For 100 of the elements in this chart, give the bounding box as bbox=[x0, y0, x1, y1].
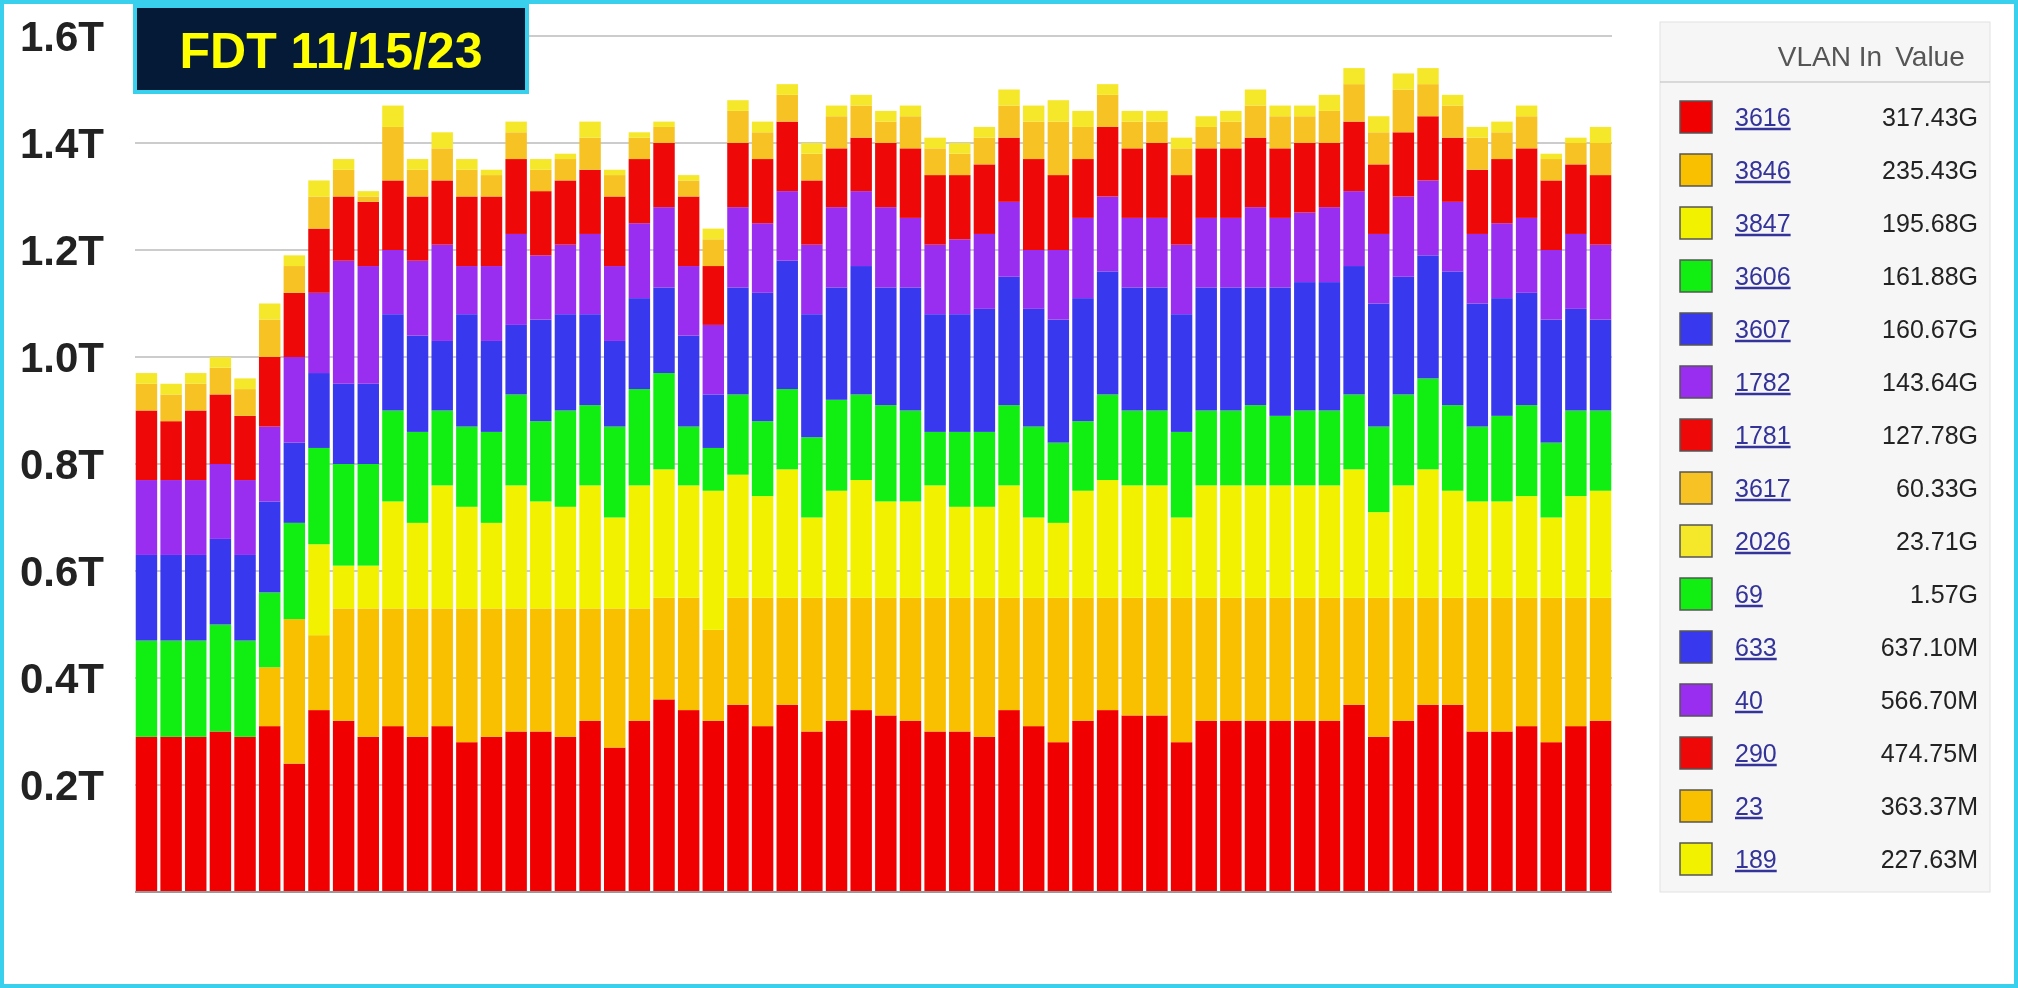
bar bbox=[998, 276, 1020, 406]
bar bbox=[1022, 517, 1045, 598]
bar bbox=[406, 736, 429, 892]
bar bbox=[1318, 207, 1341, 283]
bar bbox=[924, 175, 946, 245]
bar bbox=[1269, 720, 1291, 892]
bar bbox=[924, 485, 946, 598]
bar bbox=[1195, 148, 1217, 218]
bar bbox=[283, 357, 306, 443]
bar bbox=[1565, 410, 1587, 497]
bar bbox=[135, 383, 158, 411]
bar bbox=[1540, 250, 1562, 320]
bar bbox=[135, 554, 158, 641]
bar bbox=[357, 565, 379, 609]
bar bbox=[1047, 175, 1070, 250]
bar bbox=[160, 480, 182, 555]
bar bbox=[1096, 394, 1119, 481]
bar bbox=[875, 501, 897, 598]
bar bbox=[628, 298, 651, 390]
bar bbox=[1392, 89, 1415, 133]
bar bbox=[185, 410, 207, 481]
bar bbox=[283, 292, 306, 357]
bar bbox=[1121, 410, 1143, 486]
text: 317.43G bbox=[1882, 102, 1978, 131]
bar bbox=[850, 94, 872, 106]
bar bbox=[1096, 94, 1119, 127]
bar bbox=[1072, 217, 1094, 299]
bar bbox=[1515, 496, 1538, 598]
bar bbox=[1195, 485, 1217, 598]
bar bbox=[135, 736, 158, 892]
bar bbox=[1096, 597, 1119, 711]
bar bbox=[1170, 517, 1193, 598]
bar bbox=[1244, 105, 1267, 138]
bar bbox=[1565, 233, 1587, 309]
bar bbox=[1121, 715, 1143, 892]
bar bbox=[727, 287, 749, 395]
text: 127.78G bbox=[1882, 420, 1978, 449]
bar bbox=[924, 137, 946, 149]
bar bbox=[1441, 405, 1464, 491]
bar bbox=[1515, 105, 1538, 117]
bar bbox=[1220, 720, 1242, 892]
bar bbox=[1466, 126, 1489, 138]
bar bbox=[604, 266, 626, 341]
bar bbox=[456, 506, 478, 609]
bar bbox=[677, 196, 700, 267]
bar bbox=[1244, 485, 1267, 598]
legend-label: 3847 bbox=[1735, 208, 1791, 237]
bar bbox=[530, 501, 552, 609]
bar bbox=[382, 126, 404, 181]
bar bbox=[998, 201, 1020, 277]
bar bbox=[505, 324, 527, 395]
bar bbox=[1047, 522, 1070, 598]
bar bbox=[431, 244, 453, 341]
bar bbox=[751, 121, 774, 133]
bar bbox=[308, 196, 330, 229]
y-tick-label: 1.6T bbox=[19, 12, 105, 60]
bar bbox=[776, 597, 798, 705]
bar bbox=[875, 405, 897, 502]
bar bbox=[480, 175, 503, 197]
bar bbox=[604, 169, 626, 176]
bar bbox=[1318, 94, 1341, 111]
bar bbox=[357, 383, 379, 464]
bar bbox=[382, 501, 404, 609]
chart-title: FDT 11/15/23 bbox=[179, 22, 483, 79]
bar bbox=[332, 260, 355, 384]
bar bbox=[554, 159, 577, 181]
bar bbox=[727, 704, 749, 892]
bar bbox=[1294, 143, 1316, 213]
bar bbox=[406, 335, 429, 432]
bar bbox=[1392, 132, 1415, 197]
bar bbox=[258, 592, 281, 668]
bar bbox=[1441, 201, 1464, 272]
bar bbox=[1589, 175, 1612, 245]
bar bbox=[332, 383, 355, 464]
bar bbox=[677, 597, 700, 711]
bar bbox=[258, 667, 281, 727]
bar bbox=[677, 180, 700, 197]
bar bbox=[1047, 121, 1070, 176]
bar bbox=[604, 340, 626, 427]
bar bbox=[1491, 501, 1513, 598]
bar bbox=[1540, 517, 1562, 598]
bar bbox=[357, 464, 379, 566]
bar bbox=[135, 410, 158, 481]
bar bbox=[1540, 180, 1562, 250]
bar bbox=[160, 394, 182, 422]
bar bbox=[899, 105, 922, 117]
bar bbox=[283, 522, 306, 620]
bar bbox=[308, 292, 330, 374]
bar bbox=[1368, 736, 1390, 892]
bar bbox=[604, 196, 626, 267]
bar bbox=[973, 233, 996, 309]
text: 195.68G bbox=[1882, 208, 1978, 237]
bar bbox=[406, 431, 429, 523]
text: 227.63M bbox=[1880, 844, 1978, 873]
bar bbox=[801, 314, 823, 438]
legend-label: 69 bbox=[1735, 579, 1763, 608]
bar bbox=[1515, 116, 1538, 149]
bar bbox=[357, 266, 379, 384]
bar bbox=[825, 720, 848, 892]
bar bbox=[480, 736, 503, 892]
